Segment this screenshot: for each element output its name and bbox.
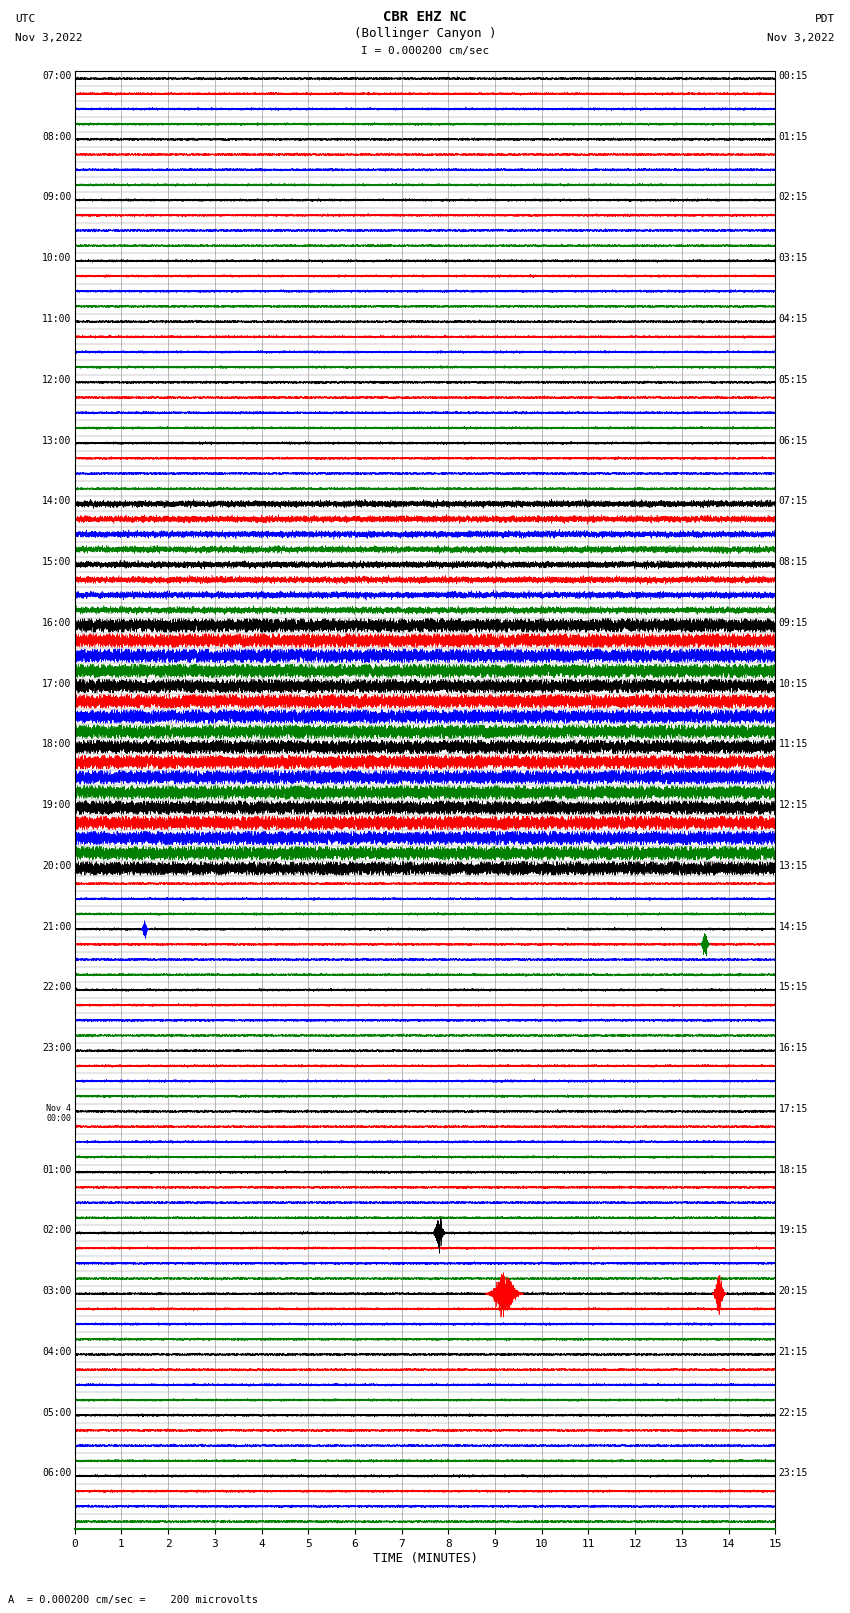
Text: 22:15: 22:15: [779, 1408, 808, 1418]
Text: 21:15: 21:15: [779, 1347, 808, 1357]
Text: 15:15: 15:15: [779, 982, 808, 992]
Text: 14:00: 14:00: [42, 497, 71, 506]
Text: UTC: UTC: [15, 15, 36, 24]
Text: 07:00: 07:00: [42, 71, 71, 81]
Text: A  = 0.000200 cm/sec =    200 microvolts: A = 0.000200 cm/sec = 200 microvolts: [8, 1595, 258, 1605]
Text: 10:15: 10:15: [779, 679, 808, 689]
Text: 20:15: 20:15: [779, 1286, 808, 1297]
Text: 02:00: 02:00: [42, 1226, 71, 1236]
Text: 08:00: 08:00: [42, 132, 71, 142]
Text: 10:00: 10:00: [42, 253, 71, 263]
Text: 16:00: 16:00: [42, 618, 71, 627]
Text: CBR EHZ NC: CBR EHZ NC: [383, 10, 467, 24]
Text: 03:00: 03:00: [42, 1286, 71, 1297]
X-axis label: TIME (MINUTES): TIME (MINUTES): [372, 1552, 478, 1565]
Text: 20:00: 20:00: [42, 861, 71, 871]
Text: 12:15: 12:15: [779, 800, 808, 810]
Text: 19:00: 19:00: [42, 800, 71, 810]
Text: Nov 4
00:00: Nov 4 00:00: [46, 1103, 71, 1123]
Text: 17:15: 17:15: [779, 1103, 808, 1115]
Text: 06:15: 06:15: [779, 436, 808, 445]
Text: 15:00: 15:00: [42, 556, 71, 568]
Text: 18:00: 18:00: [42, 739, 71, 750]
Text: 19:15: 19:15: [779, 1226, 808, 1236]
Text: 13:15: 13:15: [779, 861, 808, 871]
Text: 09:15: 09:15: [779, 618, 808, 627]
Text: 23:00: 23:00: [42, 1044, 71, 1053]
Text: 01:00: 01:00: [42, 1165, 71, 1174]
Text: 02:15: 02:15: [779, 192, 808, 203]
Text: 04:00: 04:00: [42, 1347, 71, 1357]
Text: 03:15: 03:15: [779, 253, 808, 263]
Text: 16:15: 16:15: [779, 1044, 808, 1053]
Text: 14:15: 14:15: [779, 921, 808, 932]
Text: 05:00: 05:00: [42, 1408, 71, 1418]
Text: I = 0.000200 cm/sec: I = 0.000200 cm/sec: [361, 47, 489, 56]
Text: 22:00: 22:00: [42, 982, 71, 992]
Text: 08:15: 08:15: [779, 556, 808, 568]
Text: 09:00: 09:00: [42, 192, 71, 203]
Text: PDT: PDT: [814, 15, 835, 24]
Text: Nov 3,2022: Nov 3,2022: [768, 34, 835, 44]
Text: 00:15: 00:15: [779, 71, 808, 81]
Text: 05:15: 05:15: [779, 374, 808, 386]
Text: 11:00: 11:00: [42, 315, 71, 324]
Text: 07:15: 07:15: [779, 497, 808, 506]
Text: 11:15: 11:15: [779, 739, 808, 750]
Text: (Bollinger Canyon ): (Bollinger Canyon ): [354, 27, 496, 40]
Text: 17:00: 17:00: [42, 679, 71, 689]
Text: 21:00: 21:00: [42, 921, 71, 932]
Text: 13:00: 13:00: [42, 436, 71, 445]
Text: 06:00: 06:00: [42, 1468, 71, 1479]
Text: 01:15: 01:15: [779, 132, 808, 142]
Text: 12:00: 12:00: [42, 374, 71, 386]
Text: 18:15: 18:15: [779, 1165, 808, 1174]
Text: 23:15: 23:15: [779, 1468, 808, 1479]
Text: Nov 3,2022: Nov 3,2022: [15, 34, 82, 44]
Text: 04:15: 04:15: [779, 315, 808, 324]
